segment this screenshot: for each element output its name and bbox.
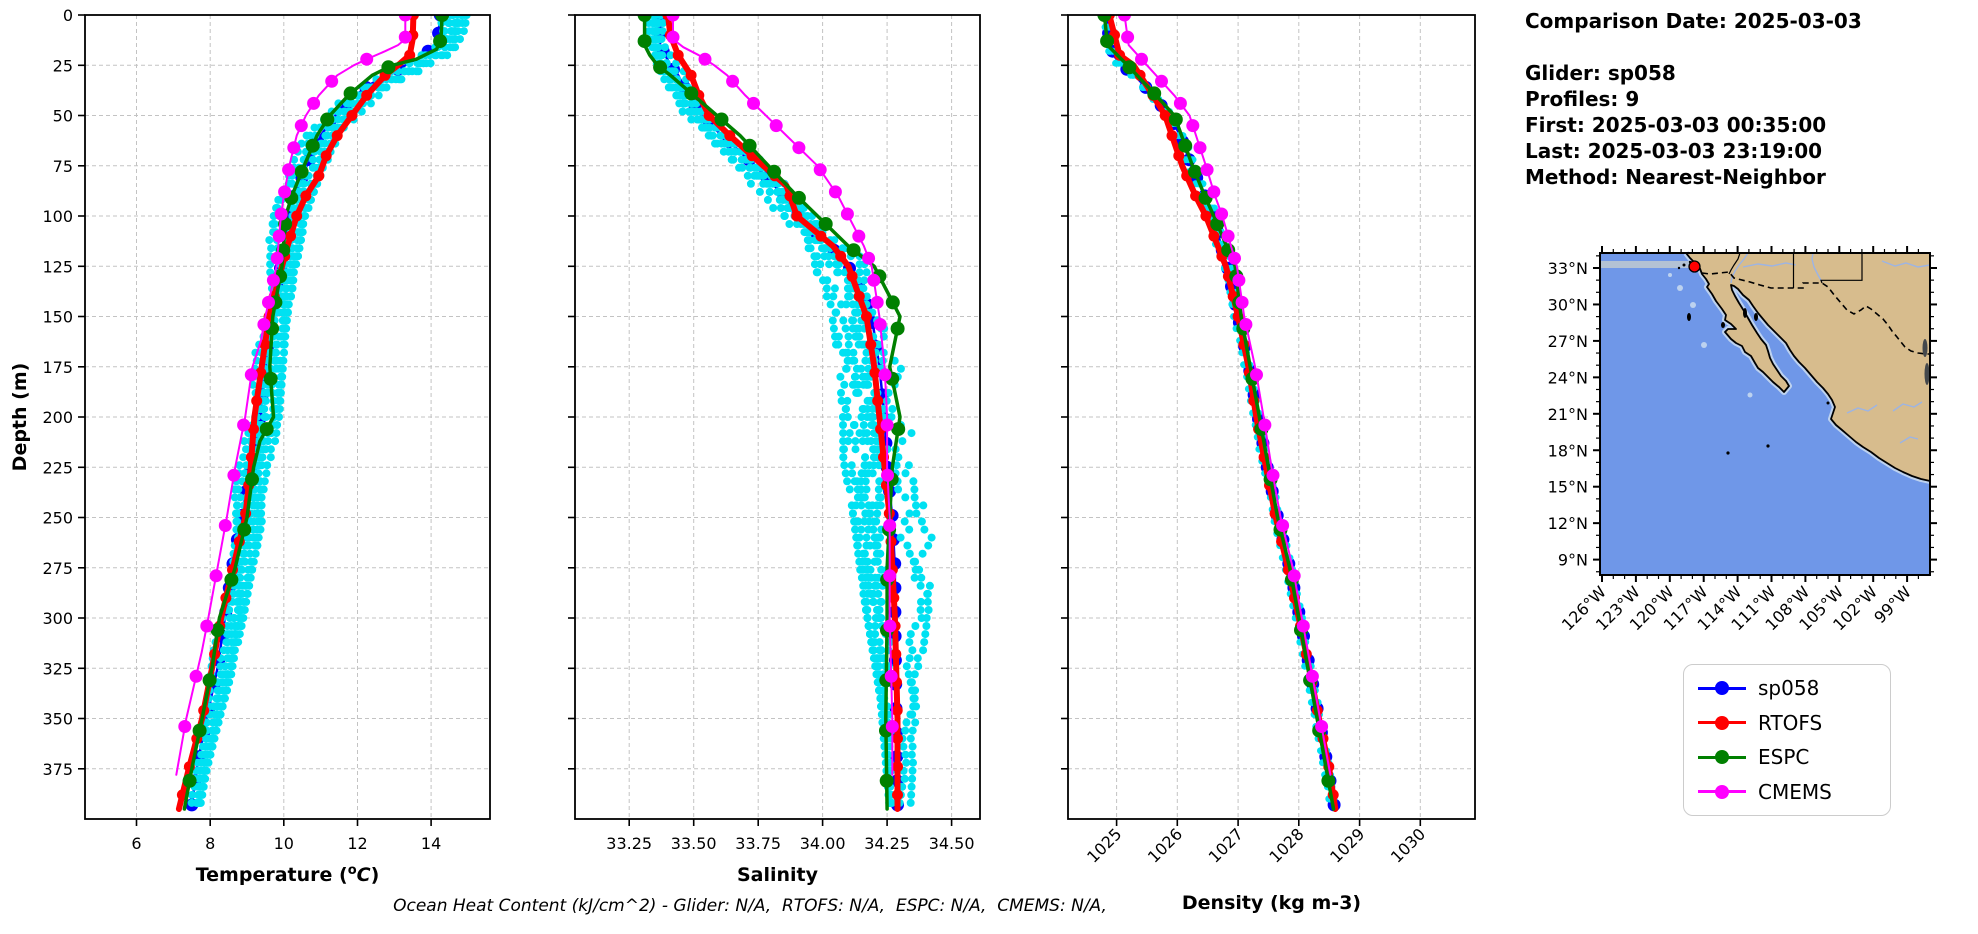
legend-label: CMEMS bbox=[1758, 779, 1832, 804]
salinity-axis-label: Salinity bbox=[737, 864, 819, 886]
x-tick-label: 1027 bbox=[1205, 824, 1247, 866]
x-tick-label: 34.00 bbox=[800, 834, 846, 853]
map-lat-label: 33°N bbox=[1548, 259, 1588, 278]
rivers bbox=[1730, 252, 1931, 444]
legend-swatch bbox=[1698, 681, 1746, 696]
land-mass bbox=[1685, 252, 1931, 482]
scatter-glider-raw-profiles bbox=[187, 15, 471, 807]
y-tick-label: 225 bbox=[42, 458, 73, 477]
legend-label: sp058 bbox=[1758, 676, 1820, 701]
scatter-glider-raw-profiles bbox=[1100, 15, 1338, 803]
legend-item-CMEMS: CMEMS bbox=[1698, 780, 1876, 804]
info-line-6: Method: Nearest-Neighbor bbox=[1525, 165, 1826, 189]
x-tick-label: 8 bbox=[205, 834, 215, 853]
series-markers-ESPC bbox=[1097, 15, 1336, 788]
density-chart: 1025 1026 1027 1028 1029 1030 Density (kg m-3) bbox=[1061, 14, 1476, 914]
x-tick-label: 6 bbox=[131, 834, 141, 853]
map-lat-label: 30°N bbox=[1548, 296, 1588, 315]
legend-item-ESPC: ESPC bbox=[1698, 745, 1876, 769]
y-tick-label: 300 bbox=[42, 609, 73, 628]
legend-marker-dot bbox=[1715, 681, 1729, 696]
x-tick-label: 12 bbox=[347, 834, 367, 853]
info-panel: Comparison Date: 2025-03-03 Glider: sp058… bbox=[1525, 8, 1862, 190]
map-lat-label: 12°N bbox=[1548, 514, 1588, 533]
y-tick-label: 275 bbox=[42, 559, 73, 578]
series-line-ESPC bbox=[1102, 15, 1336, 811]
x-tick-label: 34.25 bbox=[864, 834, 910, 853]
glider-location-marker bbox=[1688, 260, 1701, 273]
location-map: 33°N30°N27°N24°N21°N18°N15°N12°N9°N126°W… bbox=[1548, 246, 1937, 633]
x-tick-label: 34.50 bbox=[929, 834, 975, 853]
y-tick-label: 25 bbox=[53, 56, 73, 75]
map-lon-label: 99°W bbox=[1870, 582, 1915, 627]
temperature-chart: 6 8 10 12 14 0 25 50 75 100 125 150 175 200 225 250 275 3… bbox=[42, 6, 491, 886]
x-tick-label: 33.25 bbox=[606, 834, 652, 853]
terrain-shading bbox=[1922, 339, 1930, 385]
x-tick-label: 1029 bbox=[1326, 824, 1368, 866]
info-line-0: Comparison Date: 2025-03-03 bbox=[1525, 9, 1862, 33]
series-markers-CMEMS bbox=[1118, 15, 1329, 733]
map-lat-label: 18°N bbox=[1548, 441, 1588, 460]
y-tick-label: 0 bbox=[63, 6, 73, 25]
density-axis-label: Density (kg m-3) bbox=[1182, 892, 1361, 914]
info-line-4: First: 2025-03-03 00:35:00 bbox=[1525, 113, 1827, 137]
map-ticks bbox=[1593, 246, 1937, 582]
temperature-axis-label: Temperature (oC) bbox=[196, 863, 380, 886]
series-markers-CMEMS bbox=[178, 15, 412, 733]
y-tick-label: 50 bbox=[53, 107, 73, 126]
x-tick-label: 10 bbox=[274, 834, 294, 853]
islands bbox=[1677, 260, 1830, 455]
legend-marker-dot bbox=[1715, 715, 1729, 730]
x-tick-label: 1026 bbox=[1144, 824, 1186, 866]
y-tick-label: 325 bbox=[42, 659, 73, 678]
x-tick-label: 1030 bbox=[1387, 824, 1429, 866]
series-line-RTOFS bbox=[664, 15, 901, 812]
map-lat-label: 9°N bbox=[1558, 551, 1588, 570]
y-tick-label: 375 bbox=[42, 760, 73, 779]
info-line-2: Glider: sp058 bbox=[1525, 61, 1676, 85]
map-lat-label: 24°N bbox=[1548, 368, 1588, 387]
depth-axis-label: Depth (m) bbox=[9, 363, 31, 472]
series-line-RTOFS bbox=[1106, 15, 1339, 812]
legend-item-sp058: sp058 bbox=[1698, 676, 1876, 700]
info-line-5: Last: 2025-03-03 23:19:00 bbox=[1525, 139, 1823, 163]
legend-swatch bbox=[1698, 750, 1746, 765]
legend-swatch bbox=[1698, 784, 1746, 799]
series-markers-sp058 bbox=[1101, 15, 1341, 812]
y-tick-label: 175 bbox=[42, 358, 73, 377]
y-tick-label: 75 bbox=[53, 157, 73, 176]
series-line-CMEMS bbox=[1123, 15, 1332, 776]
x-tick-label: 1025 bbox=[1083, 824, 1125, 866]
x-tick-label: 14 bbox=[421, 834, 441, 853]
legend-marker-dot bbox=[1715, 784, 1729, 799]
x-tick-label: 33.75 bbox=[735, 834, 781, 853]
state-boundaries bbox=[1728, 252, 1863, 288]
legend-marker-dot bbox=[1715, 750, 1729, 765]
y-tick-label: 350 bbox=[42, 710, 73, 729]
legend: sp058 RTOFS ESPC CMEMS bbox=[1683, 664, 1891, 816]
y-tick-label: 250 bbox=[42, 509, 73, 528]
series-markers-CMEMS bbox=[666, 15, 899, 733]
x-tick-label: 1028 bbox=[1265, 824, 1307, 866]
map-lat-label: 21°N bbox=[1548, 405, 1588, 424]
legend-label: RTOFS bbox=[1758, 710, 1823, 735]
y-tick-label: 100 bbox=[42, 207, 73, 226]
map-lat-label: 15°N bbox=[1548, 478, 1588, 497]
us-mexico-border bbox=[1701, 271, 1930, 355]
y-tick-label: 200 bbox=[42, 408, 73, 427]
y-tick-label: 150 bbox=[42, 308, 73, 327]
y-tick-label: 125 bbox=[42, 257, 73, 276]
caption: Ocean Heat Content (kJ/cm^2) - Glider: N… bbox=[393, 896, 1107, 916]
salinity-chart: 33.25 33.50 33.75 34.00 34.25 34.50 Salinity bbox=[568, 14, 981, 886]
info-line-3: Profiles: 9 bbox=[1525, 87, 1640, 111]
shallow-shelf-strip bbox=[1600, 261, 1695, 268]
series-line-sp058 bbox=[1106, 15, 1336, 807]
x-tick-label: 33.50 bbox=[671, 834, 717, 853]
legend-item-RTOFS: RTOFS bbox=[1698, 711, 1876, 735]
map-lat-label: 27°N bbox=[1548, 332, 1588, 351]
legend-label: ESPC bbox=[1758, 745, 1810, 770]
legend-swatch bbox=[1698, 715, 1746, 730]
